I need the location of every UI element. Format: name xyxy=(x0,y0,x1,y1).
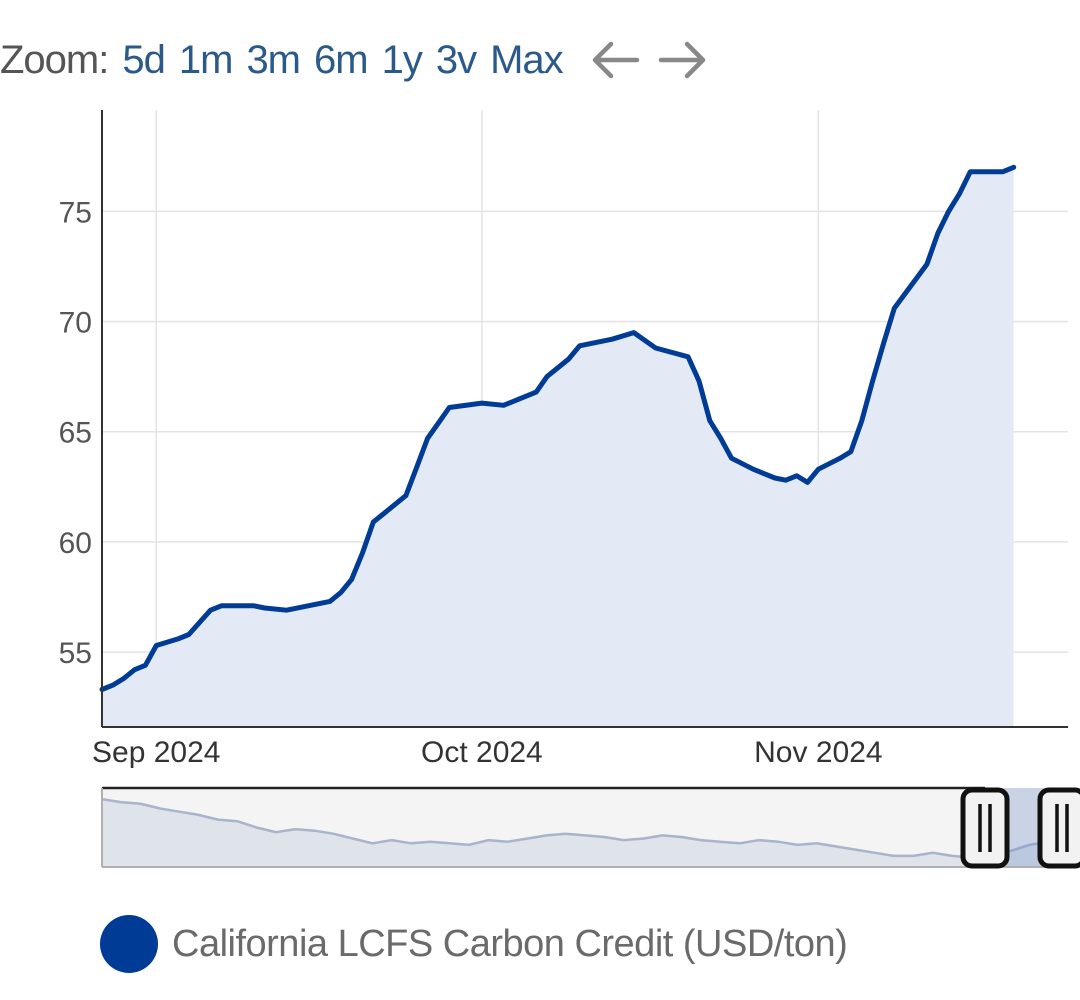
series-area xyxy=(102,167,1014,728)
arrow-right-icon[interactable] xyxy=(653,35,713,85)
y-tick-label: 75 xyxy=(59,196,92,229)
legend[interactable]: California LCFS Carbon Credit (USD/ton) xyxy=(100,915,848,973)
navigator-handle-left[interactable] xyxy=(960,787,1010,869)
x-tick-label: Nov 2024 xyxy=(754,736,882,769)
zoom-label: Zoom: xyxy=(0,37,109,82)
price-chart: 55 60 65 70 75 Sep 2024 Oct 2024 Nov 2024 xyxy=(59,110,1080,869)
zoom-1y-button[interactable]: 1y xyxy=(381,37,423,82)
navigator-handle-right[interactable] xyxy=(1037,787,1080,869)
zoom-max-button[interactable]: Max xyxy=(490,37,564,82)
range-navigator[interactable] xyxy=(101,786,1080,869)
arrow-left-icon[interactable] xyxy=(585,35,645,85)
x-tick-label: Sep 2024 xyxy=(92,736,220,769)
y-tick-label: 70 xyxy=(59,307,92,340)
zoom-bar: Zoom: 5d 1m 3m 6m 1y 3v Max xyxy=(0,30,713,90)
navigator-series-line xyxy=(101,797,1069,859)
y-tick-label: 55 xyxy=(59,637,92,670)
y-tick-label: 65 xyxy=(59,417,92,450)
zoom-3m-button[interactable]: 3m xyxy=(246,37,301,82)
series-line xyxy=(99,164,1017,692)
zoom-6m-button[interactable]: 6m xyxy=(314,37,369,82)
y-axis-ticks: 55 60 65 70 75 xyxy=(59,196,92,670)
x-tick-label: Oct 2024 xyxy=(421,736,543,769)
zoom-3v-button[interactable]: 3v xyxy=(435,37,477,82)
zoom-1m-button[interactable]: 1m xyxy=(178,37,234,82)
navigator-series-area xyxy=(102,799,1068,867)
axes xyxy=(101,110,1068,728)
zoom-5d-button[interactable]: 5d xyxy=(122,37,165,82)
y-tick-label: 60 xyxy=(59,527,92,560)
legend-marker xyxy=(100,915,158,973)
legend-label: California LCFS Carbon Credit (USD/ton) xyxy=(172,922,848,965)
x-axis-ticks: Sep 2024 Oct 2024 Nov 2024 xyxy=(92,736,883,769)
